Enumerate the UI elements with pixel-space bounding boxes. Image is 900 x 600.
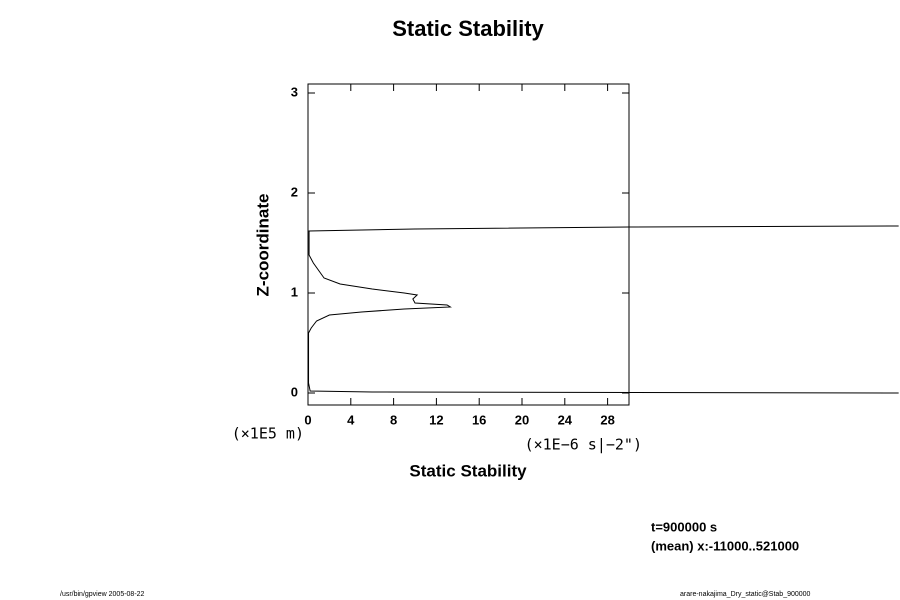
y-axis-label: Z-coordinate — [253, 194, 272, 297]
x-tick-label: 8 — [390, 412, 397, 427]
chart-title: Static Stability — [392, 16, 544, 41]
footer: /usr/bin/gpview 2005-08-22 — [60, 591, 145, 598]
y-tick-label: 1 — [291, 284, 298, 299]
y-unit: (×1E5 m) — [232, 425, 304, 443]
x-tick-label: 16 — [472, 412, 486, 427]
y-tick-label: 2 — [291, 184, 298, 199]
x-tick-label: 24 — [558, 412, 573, 427]
x-tick-label: 0 — [304, 412, 311, 427]
footer: arare-nakajima_Dry_static@Stab_900000 — [680, 591, 811, 598]
x-unit: (×1E−6 s|−2") — [525, 436, 642, 454]
x-tick-label: 20 — [515, 412, 529, 427]
x-tick-label: 28 — [600, 412, 614, 427]
plot-frame — [307, 83, 630, 406]
x-tick-label: 4 — [347, 412, 355, 427]
annotation: (mean) x:-11000..521000 — [651, 538, 799, 553]
x-axis-label: Static Stability — [409, 461, 527, 480]
y-tick-label: 0 — [291, 384, 298, 399]
x-tick-label: 12 — [429, 412, 443, 427]
annotation: t=900000 s — [651, 519, 717, 534]
y-tick-label: 3 — [291, 84, 298, 99]
profile-line — [308, 225, 899, 394]
